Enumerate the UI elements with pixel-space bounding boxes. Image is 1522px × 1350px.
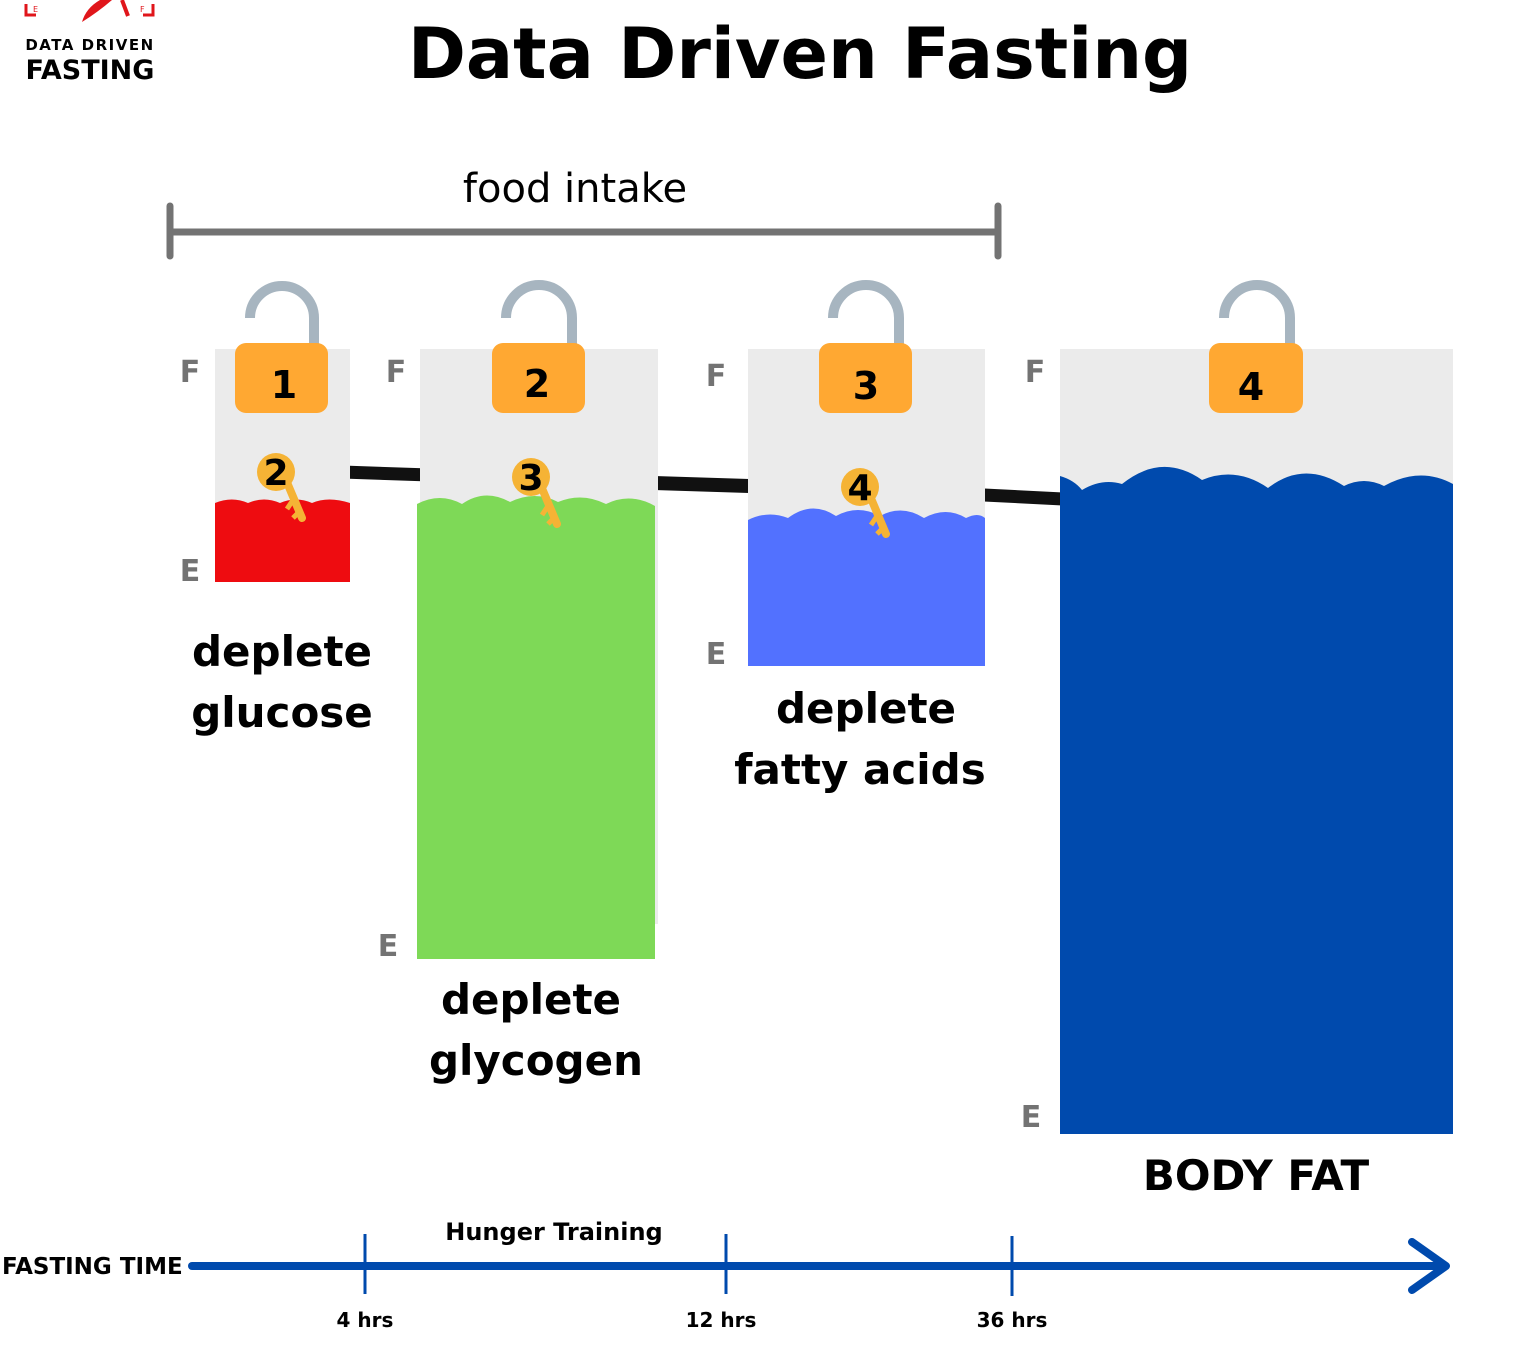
gauge-empty-label: E — [1021, 1100, 1042, 1135]
lock-icon: 4 — [1209, 280, 1303, 413]
arrow-head-icon — [1408, 1238, 1450, 1294]
shackle-icon — [245, 281, 319, 345]
gauge-bracket-left-icon — [24, 4, 36, 17]
connector-1-2 — [341, 465, 431, 482]
tank-glucose: 1 2 F E deplete glucose — [180, 281, 373, 737]
tank-fill — [748, 508, 985, 666]
gauge-full-label: F — [386, 355, 407, 390]
gauge-full-label: F — [1025, 355, 1046, 390]
tank-label-line2: glycogen — [429, 1036, 643, 1085]
food-intake-label: food intake — [463, 166, 687, 212]
tank-label-line1: BODY FAT — [1143, 1151, 1370, 1200]
logo-gauge-e: E — [33, 5, 38, 14]
tank-label-line2: glucose — [191, 688, 373, 737]
lock-number: 1 — [271, 363, 297, 407]
tank-fill — [417, 495, 655, 959]
fasting-timeline: FASTING TIME Hunger Training 4 hrs 12 hr… — [2, 1218, 1450, 1332]
key-icon: 4 — [841, 468, 890, 538]
key-number: 3 — [518, 458, 543, 499]
key-icon: 2 — [257, 453, 306, 522]
logo-line1: DATA DRIVEN — [25, 36, 154, 54]
tank-glycogen: 2 3 F E deplete glycogen — [378, 280, 658, 1085]
tank-label-line1: deplete — [192, 627, 372, 676]
gauge-full-label: F — [706, 359, 727, 394]
logo-gauge-f: F — [140, 5, 145, 14]
tank-body-fat: 4 F E BODY FAT — [1021, 280, 1453, 1200]
lock-body — [1209, 343, 1303, 413]
key-number: 4 — [847, 468, 872, 509]
timeline-axis-label: FASTING TIME — [2, 1254, 183, 1280]
lock-icon: 1 — [235, 281, 328, 413]
lock-icon: 3 — [819, 280, 912, 413]
tank-label-line1: deplete — [441, 975, 621, 1024]
gauge-bracket-right-icon — [143, 4, 155, 17]
tank-fill — [1060, 466, 1453, 1134]
connector-2-3 — [653, 476, 750, 493]
lock-icon: 2 — [492, 280, 585, 413]
gauge-empty-label: E — [706, 637, 727, 672]
gauge-full-label: F — [180, 355, 201, 390]
phase-label: Hunger Training — [445, 1218, 662, 1246]
tick-label: 4 hrs — [337, 1308, 394, 1332]
gauge-empty-label: E — [378, 929, 399, 964]
food-intake-bracket: food intake — [166, 166, 1002, 260]
key-icon: 3 — [512, 458, 561, 528]
lock-body — [492, 343, 585, 413]
tick-label: 36 hrs — [977, 1308, 1048, 1332]
gauge-tick-icon — [120, 0, 130, 17]
lock-number: 4 — [1238, 365, 1264, 409]
connector-3-4 — [983, 488, 1064, 506]
connectors — [341, 465, 1064, 506]
tank-fatty-acids: 3 4 F E deplete fatty acids — [706, 280, 986, 794]
tank-label-line2: fatty acids — [734, 745, 985, 794]
logo: E F DATA DRIVEN FASTING — [24, 0, 155, 86]
tick-label: 12 hrs — [686, 1308, 757, 1332]
lock-body — [819, 343, 912, 413]
shackle-icon — [1219, 280, 1295, 345]
lock-body — [235, 343, 328, 413]
logo-line2: FASTING — [26, 55, 155, 86]
lock-number: 3 — [853, 364, 879, 408]
shackle-icon — [828, 280, 904, 345]
gauge-needle-icon — [82, 0, 112, 22]
tank-label-line1: deplete — [776, 684, 956, 733]
tank-fill — [215, 499, 350, 582]
page-title: Data Driven Fasting — [408, 13, 1192, 95]
shackle-icon — [501, 280, 577, 345]
key-number: 2 — [263, 453, 288, 494]
lock-number: 2 — [524, 362, 550, 406]
gauge-empty-label: E — [180, 554, 201, 589]
